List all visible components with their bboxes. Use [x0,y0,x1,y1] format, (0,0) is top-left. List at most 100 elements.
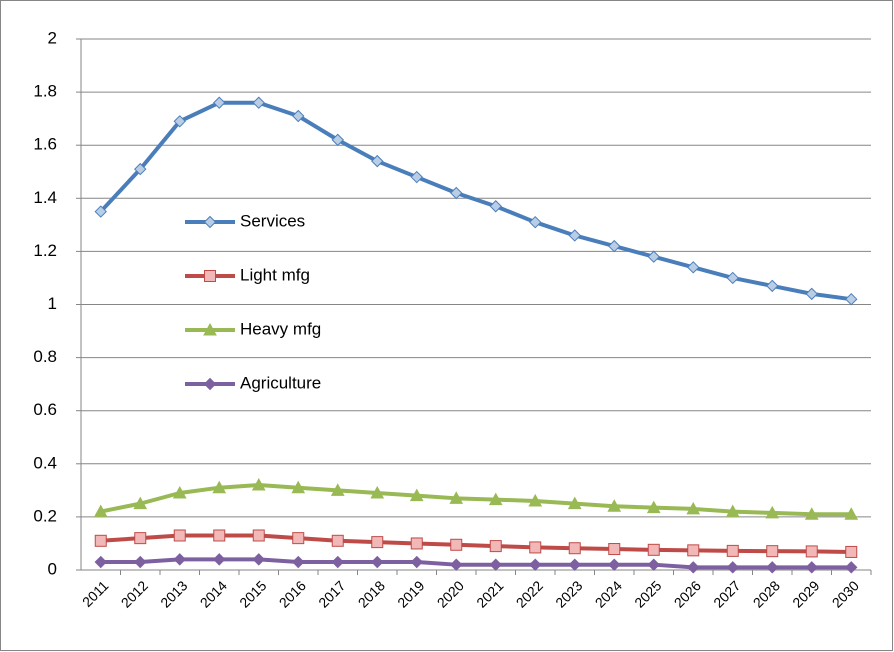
data-point [252,529,265,542]
data-point [489,200,502,213]
legend-marker [204,270,216,282]
data-point [489,540,502,553]
legend-item: Light mfg [185,265,310,284]
data-point [647,250,660,263]
data-point [370,485,385,499]
data-point [647,558,660,571]
data-point [93,504,108,518]
series [93,477,859,520]
legend-label: Heavy mfg [240,319,321,338]
legend-label: Agriculture [240,373,321,392]
y-tick-label: 0 [48,559,57,578]
series [94,553,858,574]
data-point [489,558,502,571]
data-point [251,477,266,491]
data-point [410,537,423,550]
data-point [449,491,464,504]
data-point [805,545,818,558]
data-point [410,170,423,184]
data-point [331,555,344,569]
data-point [687,561,700,574]
data-point [213,96,226,109]
series-line [100,483,852,517]
legend-marker [203,377,217,391]
data-point [173,115,186,128]
series [94,529,858,558]
data-point [331,534,344,547]
data-point [94,205,107,218]
data-point [528,493,543,507]
data-point [213,553,226,566]
data-point [845,545,858,558]
data-point [252,96,265,109]
legend-label: Services [240,211,305,230]
data-point [725,504,740,518]
data-point [608,239,621,253]
y-tick-label: 1.6 [33,135,57,154]
data-point [608,543,621,556]
data-point [568,542,581,555]
data-point [291,480,306,494]
data-point [607,499,622,512]
data-point [371,536,384,549]
data-point [568,558,581,571]
data-point [94,555,107,569]
y-tick-label: 1.2 [33,241,57,260]
data-point [805,287,818,301]
data-point [766,545,779,558]
data-point [134,162,147,176]
data-point [687,544,700,557]
data-point [172,485,187,499]
legend-marker [203,215,217,229]
data-point [805,561,818,574]
y-tick-label: 1.4 [33,188,57,207]
y-tick-label: 1.8 [33,82,57,101]
data-point [292,555,305,569]
data-point [726,561,739,574]
data-point [173,553,186,566]
data-point [608,558,621,571]
legend-marker [203,322,217,336]
legend-item: Heavy mfg [185,319,321,338]
data-point [529,558,542,571]
data-point [844,507,859,520]
data-point [133,496,148,510]
data-point [488,492,503,506]
data-point [292,109,305,123]
data-point [726,544,739,557]
data-point [567,496,582,510]
y-tick-label: 1 [48,294,57,313]
series-line [99,100,852,302]
data-point [529,215,542,229]
data-point [252,553,265,566]
series [94,96,858,306]
legend-item: Agriculture [185,373,321,392]
data-point [409,488,424,502]
data-point [450,558,463,571]
data-point [765,505,780,519]
data-point [213,529,226,542]
data-point [371,555,384,569]
data-point [450,186,463,200]
data-point [134,555,147,569]
data-point [647,543,660,556]
data-point [766,561,779,574]
data-point [94,534,107,547]
data-point [173,529,186,542]
data-point [212,480,227,494]
data-point [371,154,384,168]
data-point [686,501,701,515]
y-tick-label: 0.8 [33,347,57,366]
data-point [410,555,423,569]
data-point [766,279,779,293]
data-point [568,229,581,242]
y-tick-label: 0.4 [33,453,57,472]
y-tick-label: 2 [48,28,57,47]
data-point [646,500,661,514]
data-point [845,292,858,306]
legend-label: Light mfg [240,265,310,284]
data-point [450,538,463,551]
y-tick-label: 0.6 [33,400,57,419]
